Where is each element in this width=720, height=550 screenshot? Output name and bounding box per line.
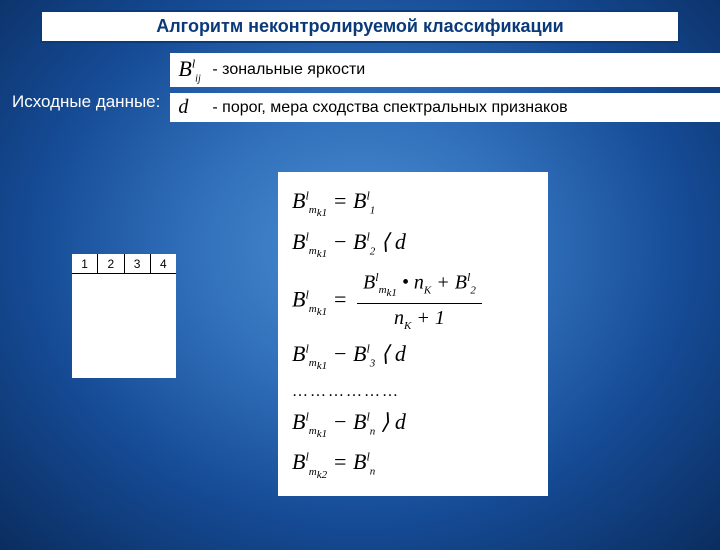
symbol-d: d [178, 96, 212, 119]
formula-1: Blmk1 = Bl1 [292, 188, 534, 221]
definition-1: Blij - зональные яркости [170, 53, 720, 87]
grid-col-1: 1 [72, 254, 98, 273]
grid-body [72, 274, 176, 378]
formula-dots: ……………… [292, 382, 534, 401]
grid-col-4: 4 [151, 254, 176, 273]
formula-2: Blmk1 − Bl2 ⟨ d [292, 229, 534, 262]
symbol-B: Blij [178, 56, 212, 84]
definitions-row: Исходные данные: Blij - зональные яркост… [0, 53, 720, 128]
definition-2-text: - порог, мера сходства спектральных приз… [212, 99, 567, 117]
formula-6: Blmk2 = Bln [292, 449, 534, 482]
title-text: Алгоритм неконтролируемой классификации [156, 16, 564, 36]
formulas-panel: Blmk1 = Bl1 Blmk1 − Bl2 ⟨ d Blmk1 = Blmk… [278, 172, 548, 496]
title-box: Алгоритм неконтролируемой классификации [40, 10, 680, 43]
formula-3: Blmk1 = Blmk1 • nK + Bl2nK + 1 [292, 270, 534, 333]
grid-col-3: 3 [125, 254, 151, 273]
formula-5: Blmk1 − Bln ⟩ d [292, 409, 534, 442]
pixel-grid: 1 2 3 4 [72, 254, 176, 378]
grid-header: 1 2 3 4 [72, 254, 176, 274]
definitions: Blij - зональные яркости d - порог, мера… [170, 53, 720, 128]
definition-2: d - порог, мера сходства спектральных пр… [170, 93, 720, 122]
formula-4: Blmk1 − Bl3 ⟨ d [292, 341, 534, 374]
source-data-label: Исходные данные: [12, 92, 160, 112]
definition-1-text: - зональные яркости [212, 61, 365, 79]
grid-col-2: 2 [98, 254, 124, 273]
